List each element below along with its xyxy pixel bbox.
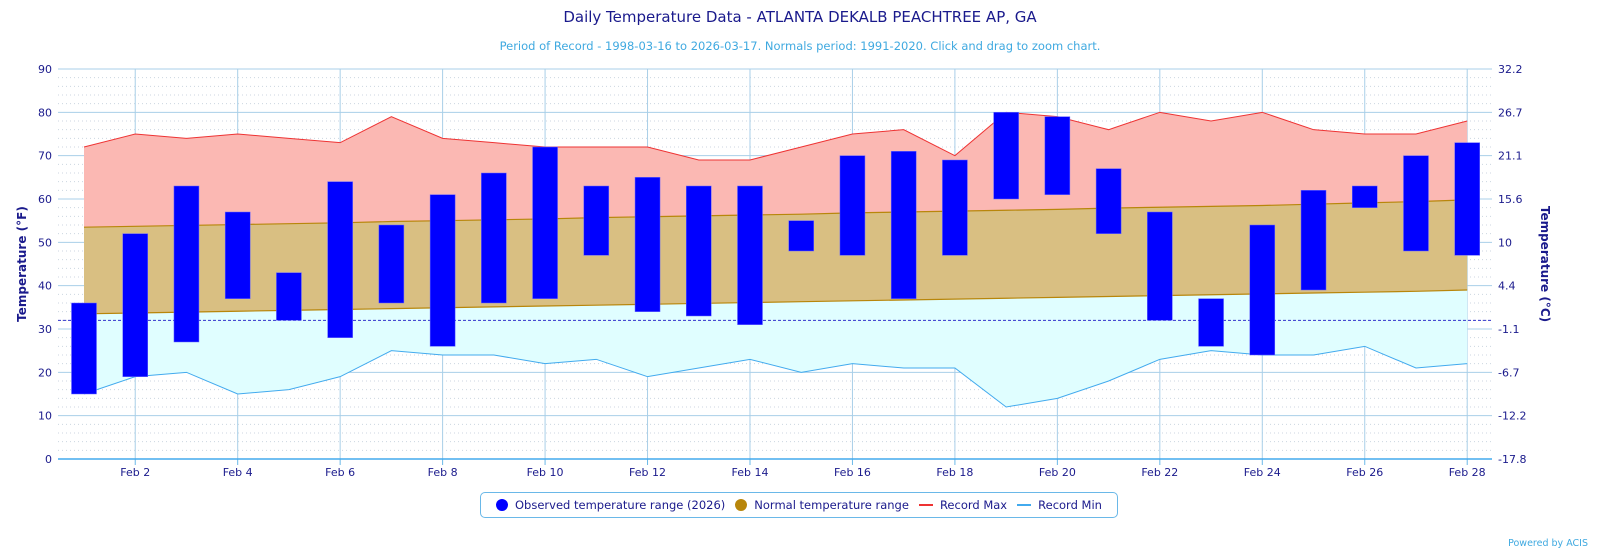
observed-bar[interactable]	[1352, 185, 1378, 208]
record-max-line[interactable]	[83, 111, 1468, 161]
x-tick-label: Feb 16	[834, 466, 871, 479]
observed-bar[interactable]	[122, 233, 148, 377]
legend-line-icon	[918, 504, 933, 506]
x-tick-label: Feb 10	[527, 466, 564, 479]
y2-tick-label: 21.1	[1498, 150, 1523, 163]
y-tick-label: 50	[38, 236, 52, 249]
legend-item[interactable]: Record Max	[918, 498, 1008, 512]
x-tick-label: Feb 8	[428, 466, 458, 479]
y-tick-label: 10	[38, 410, 52, 423]
observed-bar[interactable]	[788, 220, 814, 252]
observed-bar[interactable]	[1249, 224, 1276, 356]
normal-min-line	[83, 289, 1468, 315]
observed-bar[interactable]	[378, 224, 405, 304]
observed-bar[interactable]	[583, 185, 610, 256]
legend-dot-icon	[735, 499, 748, 511]
y-tick-label: 20	[38, 366, 52, 379]
y2-axis-label: Temperature (°C)	[1538, 206, 1552, 322]
legend-label: Record Max	[939, 498, 1008, 512]
x-tick-label: Feb 2	[120, 466, 150, 479]
observed-bar[interactable]	[942, 159, 968, 256]
chart-subtitle: Period of Record - 1998-03-16 to 2026-03…	[499, 39, 1101, 53]
normal-range-area	[84, 199, 1468, 314]
observed-bar[interactable]	[1454, 142, 1480, 256]
legend-label: Normal temperature range	[754, 498, 909, 512]
legend-item[interactable]: Normal temperature range	[735, 498, 909, 512]
y2-tick-label: 10	[1498, 236, 1512, 249]
y-tick-label: 90	[38, 63, 52, 76]
observed-bar[interactable]	[1198, 298, 1224, 347]
observed-bar[interactable]	[327, 181, 353, 338]
observed-bars	[71, 112, 1480, 395]
y2-tick-label: 15.6	[1498, 193, 1523, 206]
axes: 0 -17.8 10 -12.2 20 -6.7 30 -1.1 40 4.4 50 10 60 15.6…	[38, 63, 1526, 479]
temperature-chart[interactable]: 0 -17.8 10 -12.2 20 -6.7 30 -1.1 40 4.4 50 10 60 15.6…	[0, 0, 1600, 490]
y-tick-label: 70	[38, 150, 52, 163]
powered-by-link[interactable]: Powered by ACIS	[1508, 538, 1588, 549]
x-tick-label: Feb 24	[1244, 466, 1281, 479]
y-tick-label: 80	[38, 106, 52, 119]
observed-bar[interactable]	[737, 185, 763, 325]
observed-bar[interactable]	[1300, 190, 1327, 291]
observed-bar[interactable]	[1095, 168, 1122, 234]
y-tick-label: 0	[45, 453, 52, 466]
x-tick-label: Feb 12	[629, 466, 666, 479]
legend: Observed temperature range (2026) Normal …	[480, 492, 1118, 518]
observed-bar[interactable]	[71, 302, 97, 395]
x-tick-label: Feb 26	[1346, 466, 1383, 479]
observed-bar[interactable]	[634, 177, 661, 312]
x-tick-label: Feb 6	[325, 466, 355, 479]
y2-tick-label: 4.4	[1498, 280, 1516, 293]
y2-tick-label: -12.2	[1498, 410, 1526, 423]
legend-label: Observed temperature range (2026)	[515, 498, 726, 512]
observed-bar[interactable]	[1044, 116, 1071, 195]
y2-tick-label: 32.2	[1498, 63, 1523, 76]
observed-bar[interactable]	[276, 272, 302, 321]
observed-bar[interactable]	[1403, 155, 1429, 252]
y-axis-label: Temperature (°F)	[15, 206, 29, 322]
observed-bar[interactable]	[481, 172, 507, 304]
x-tick-label: Feb 4	[223, 466, 253, 479]
observed-bar[interactable]	[532, 146, 558, 299]
observed-bar[interactable]	[890, 151, 917, 299]
legend-dot-icon	[496, 499, 508, 511]
y-tick-label: 40	[38, 280, 52, 293]
y2-tick-label: -6.7	[1498, 366, 1519, 379]
x-tick-label: Feb 14	[731, 466, 768, 479]
x-tick-label: Feb 22	[1141, 466, 1178, 479]
observed-bar[interactable]	[686, 185, 712, 317]
x-tick-label: Feb 28	[1449, 466, 1486, 479]
observed-bar[interactable]	[173, 185, 200, 343]
normal-max-line	[83, 199, 1468, 228]
observed-bar[interactable]	[993, 112, 1019, 200]
chart-title: Daily Temperature Data - ATLANTA DEKALB …	[563, 8, 1037, 26]
y-tick-label: 60	[38, 193, 52, 206]
areas	[58, 111, 1492, 408]
legend-item[interactable]: Record Min	[1017, 498, 1102, 512]
observed-bar[interactable]	[429, 194, 456, 347]
x-tick-label: Feb 20	[1039, 466, 1076, 479]
y2-tick-label: -17.8	[1498, 453, 1526, 466]
y2-tick-label: -1.1	[1498, 323, 1519, 336]
y2-tick-label: 26.7	[1498, 106, 1523, 119]
observed-bar[interactable]	[839, 155, 866, 256]
observed-bar[interactable]	[224, 211, 251, 299]
legend-line-icon	[1017, 504, 1032, 506]
legend-item[interactable]: Observed temperature range (2026)	[496, 498, 725, 512]
legend-label: Record Min	[1038, 498, 1102, 512]
record-min-area	[84, 290, 1468, 407]
record-min-line[interactable]	[83, 345, 1468, 408]
x-tick-label: Feb 18	[936, 466, 973, 479]
observed-bar[interactable]	[1147, 211, 1173, 321]
y-tick-label: 30	[38, 323, 52, 336]
record-max-area	[84, 112, 1468, 228]
